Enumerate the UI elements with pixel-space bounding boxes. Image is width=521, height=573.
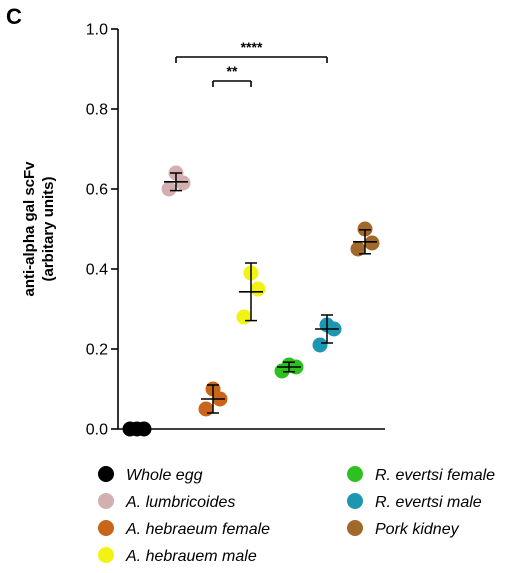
y-tick-label: 0.4 [86, 262, 108, 279]
data-group [312, 314, 342, 353]
legend-marker [347, 466, 363, 482]
y-axis-title-line2: (arbitary units) [40, 176, 57, 281]
data-group [198, 381, 228, 417]
significance-label: ** [227, 63, 238, 79]
legend-label: Pork kidney [375, 521, 460, 538]
data-point [161, 181, 177, 197]
significance-bar: **** [175, 39, 328, 63]
data-group [161, 165, 191, 197]
legend-marker [347, 520, 363, 536]
y-tick-label: 0.0 [86, 422, 108, 439]
data-point [236, 309, 252, 325]
data-group [236, 262, 266, 325]
y-axis-title: anti-alpha gal scFv (arbitary units) [21, 161, 57, 297]
legend-item: A. hebrauem male [98, 547, 257, 565]
legend-label: A. hebrauem male [125, 548, 257, 565]
data-group [122, 421, 152, 437]
legend-label: R. evertsi female [375, 467, 495, 484]
legend-label: Whole egg [126, 467, 203, 484]
legend-item: Pork kidney [347, 520, 460, 538]
legend-item: R. evertsi male [347, 493, 482, 511]
y-tick-label: 0.6 [86, 182, 108, 199]
legend-label: R. evertsi male [375, 494, 482, 511]
data-point [250, 281, 266, 297]
data-point [357, 221, 373, 237]
significance-label: **** [241, 39, 263, 55]
panel-label: C [6, 4, 22, 29]
data-group [350, 221, 380, 257]
y-tick-label: 0.8 [86, 102, 108, 119]
data-point [198, 401, 214, 417]
legend-item: A. hebraeum female [98, 520, 270, 538]
significance-bars: ****** [175, 39, 328, 87]
y-tick-label: 0.2 [86, 342, 108, 359]
legend-marker [98, 520, 114, 536]
legend-label: A. lumbricoides [125, 494, 235, 511]
legend-marker [347, 493, 363, 509]
legend-item: A. lumbricoides [98, 493, 235, 511]
y-tick-label: 1.0 [86, 22, 108, 39]
y-axis: 0.0 0.2 0.4 0.6 0.8 1.0 [86, 22, 119, 439]
legend-marker [98, 466, 114, 482]
data-group [274, 357, 304, 379]
legend-item: Whole egg [98, 466, 203, 484]
data-point [364, 235, 380, 251]
legend: Whole egg A. lumbricoides A. hebraeum fema… [98, 466, 495, 565]
data-point [350, 241, 366, 257]
data-point [312, 337, 328, 353]
data-groups [122, 165, 380, 437]
significance-bar: ** [212, 63, 252, 87]
legend-label: A. hebraeum female [125, 521, 270, 538]
legend-item: R. evertsi female [347, 466, 495, 484]
legend-marker [98, 493, 114, 509]
y-axis-title-line1: anti-alpha gal scFv [21, 161, 38, 297]
legend-marker [98, 547, 114, 563]
